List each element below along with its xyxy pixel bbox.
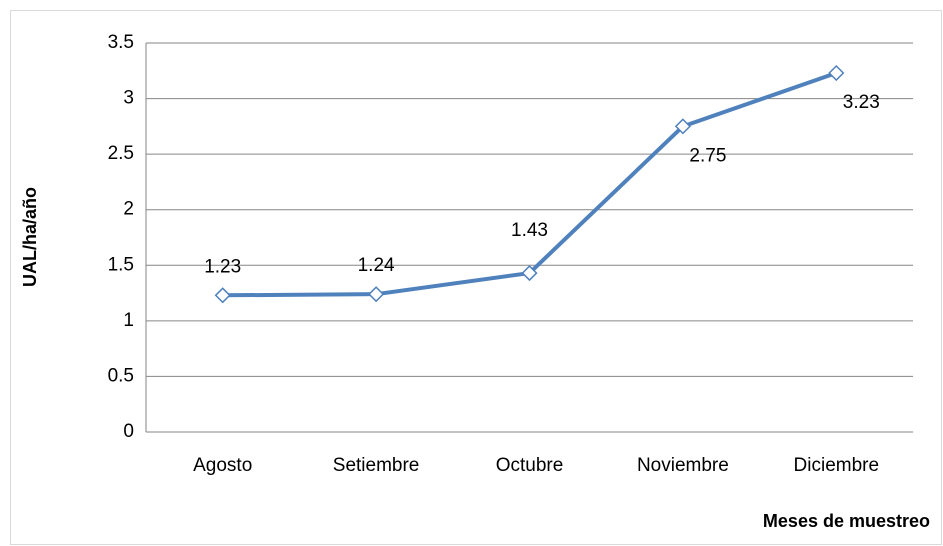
chart-frame: [10, 10, 942, 545]
x-tick-label: Setiembre: [333, 455, 420, 476]
x-tick-label: Agosto: [193, 455, 252, 476]
marker: [214, 287, 231, 304]
x-tick-label: Noviembre: [637, 455, 729, 476]
x-tick-label: Diciembre: [794, 455, 880, 476]
marker: [368, 286, 385, 303]
x-tick-label: Octubre: [496, 455, 564, 476]
data-label: 1.43: [511, 220, 548, 241]
data-label: 2.75: [689, 145, 726, 166]
y-tick-label: 0.5: [108, 365, 134, 386]
data-label: 1.23: [204, 256, 241, 277]
data-label: 1.24: [358, 255, 395, 276]
y-tick-label: 2.5: [108, 143, 134, 164]
y-axis-label: UAL/ha/año: [20, 187, 40, 287]
x-axis-label: Meses de muestreo: [763, 511, 930, 531]
y-tick-label: 3: [123, 88, 134, 109]
y-tick-label: 2: [123, 199, 134, 220]
marker: [674, 118, 691, 135]
marker: [521, 265, 538, 282]
y-tick-label: 3.5: [108, 32, 134, 53]
data-label: 3.23: [843, 92, 880, 113]
y-tick-label: 0: [123, 421, 134, 442]
y-tick-label: 1.5: [108, 254, 134, 275]
y-tick-label: 1: [123, 310, 134, 331]
marker: [828, 64, 845, 82]
